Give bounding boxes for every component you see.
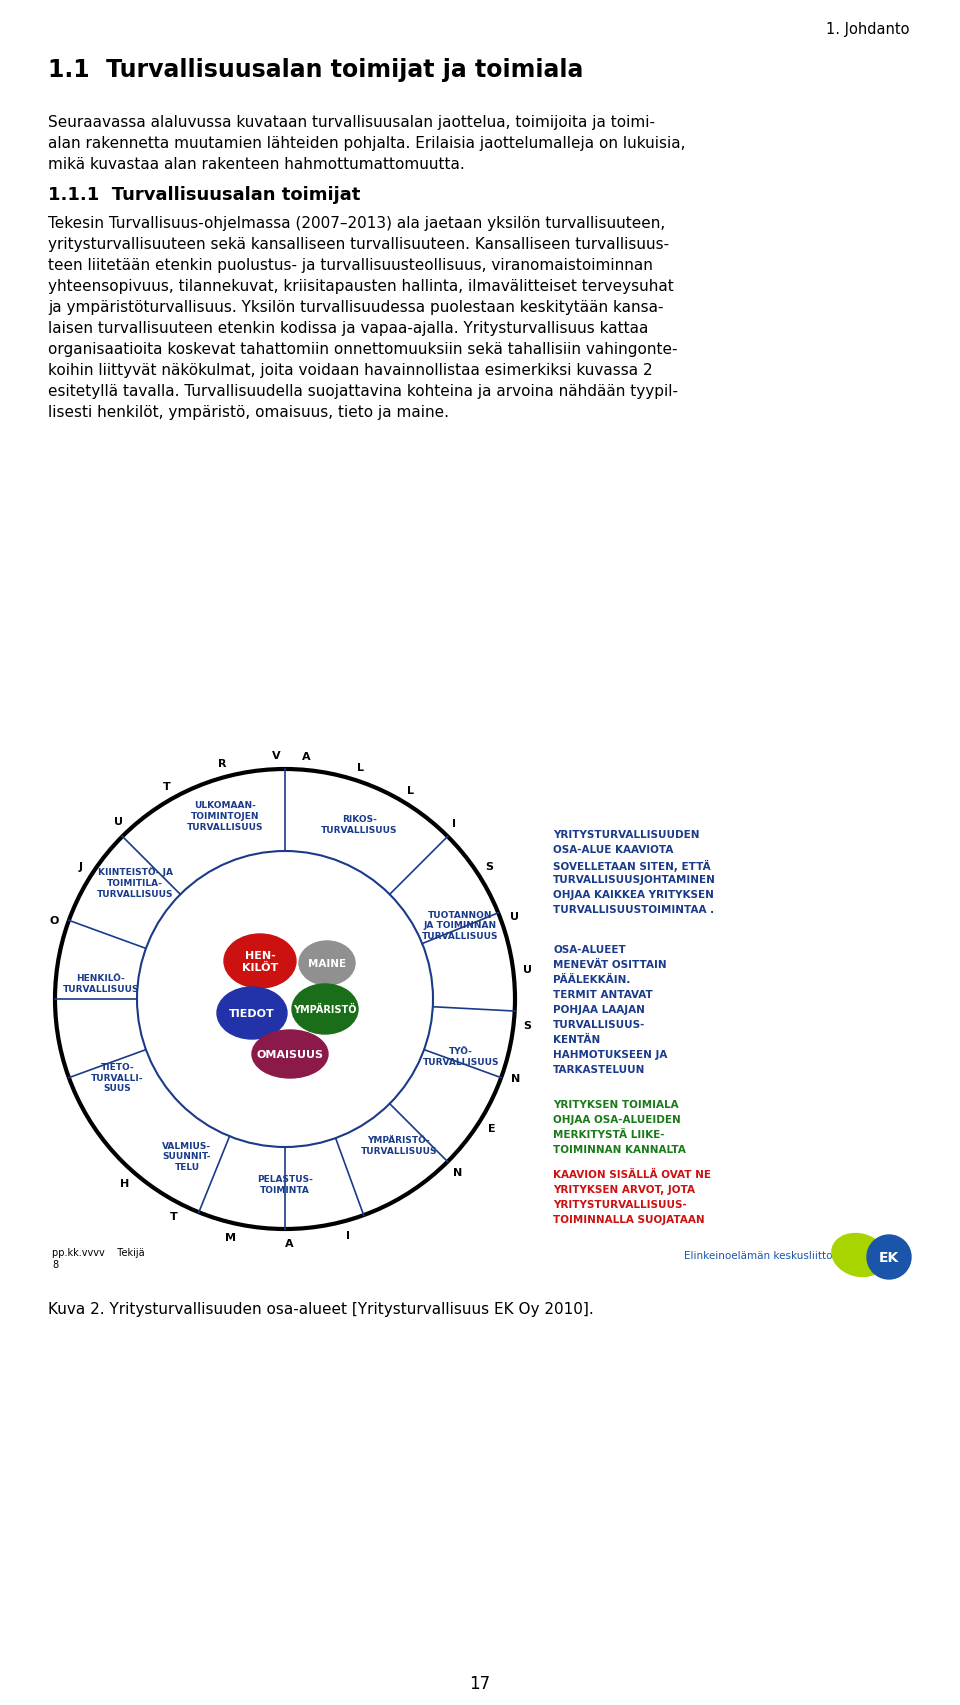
- Text: I: I: [452, 818, 457, 829]
- Text: alan rakennetta muutamien lähteiden pohjalta. Erilaisia jaottelumalleja on lukui: alan rakennetta muutamien lähteiden pohj…: [48, 136, 685, 152]
- Text: TYÖ-
TURVALLISUUS: TYÖ- TURVALLISUUS: [422, 1047, 499, 1066]
- Text: MERKITYSTÄ LIIKE-: MERKITYSTÄ LIIKE-: [553, 1129, 664, 1139]
- Text: T: T: [170, 1212, 179, 1222]
- Text: L: L: [407, 786, 414, 796]
- Text: organisaatioita koskevat tahattomiin onnettomuuksiin sekä tahallisiin vahingonte: organisaatioita koskevat tahattomiin onn…: [48, 341, 678, 356]
- Text: YMPÄRISTÖ-
TURVALLISUUS: YMPÄRISTÖ- TURVALLISUUS: [361, 1136, 437, 1154]
- Text: TIEDOT: TIEDOT: [229, 1008, 275, 1018]
- Text: 8: 8: [52, 1260, 59, 1269]
- Text: HENKILÖ-
TURVALLISUUS: HENKILÖ- TURVALLISUUS: [62, 974, 139, 994]
- Text: 1.1.1  Turvallisuusalan toimijat: 1.1.1 Turvallisuusalan toimijat: [48, 186, 360, 205]
- Text: RIKOS-
TURVALLISUUS: RIKOS- TURVALLISUUS: [321, 815, 397, 834]
- Ellipse shape: [252, 1030, 328, 1078]
- Ellipse shape: [832, 1234, 886, 1277]
- Text: OHJAA OSA-ALUEIDEN: OHJAA OSA-ALUEIDEN: [553, 1115, 681, 1124]
- Text: YRITYKSEN TOIMIALA: YRITYKSEN TOIMIALA: [553, 1100, 679, 1110]
- Text: ja ympäristöturvallisuus. Yksilön turvallisuudessa puolestaan keskitytään kansa-: ja ympäristöturvallisuus. Yksilön turval…: [48, 300, 663, 315]
- Text: TERMIT ANTAVAT: TERMIT ANTAVAT: [553, 989, 653, 999]
- Text: Kuva 2. Yritysturvallisuuden osa-alueet [Yritysturvallisuus EK Oy 2010].: Kuva 2. Yritysturvallisuuden osa-alueet …: [48, 1301, 593, 1316]
- Circle shape: [867, 1236, 911, 1279]
- Text: A: A: [302, 752, 311, 762]
- Text: TIETO-
TURVALLI-
SUUS: TIETO- TURVALLI- SUUS: [91, 1062, 144, 1093]
- Text: KENTÄN: KENTÄN: [553, 1035, 600, 1045]
- Text: MENEVÄT OSITTAIN: MENEVÄT OSITTAIN: [553, 960, 666, 970]
- Text: TURVALLISUUSTOIMINTAA .: TURVALLISUUSTOIMINTAA .: [553, 904, 714, 914]
- Text: Elinkeinoelämän keskusliitto: Elinkeinoelämän keskusliitto: [684, 1250, 833, 1260]
- Text: YRITYSTURVALLISUUS-: YRITYSTURVALLISUUS-: [553, 1199, 686, 1209]
- Text: OSA-ALUE KAAVIOTA: OSA-ALUE KAAVIOTA: [553, 844, 673, 854]
- Text: KIINTEISTÖ- JA
TOIMITILA-
TURVALLISUUS: KIINTEISTÖ- JA TOIMITILA- TURVALLISUUS: [97, 866, 174, 899]
- Text: ULKOMAAN-
TOIMINTOJEN
TURVALLISUUS: ULKOMAAN- TOIMINTOJEN TURVALLISUUS: [187, 801, 264, 832]
- Ellipse shape: [217, 987, 287, 1040]
- Text: N: N: [453, 1166, 462, 1176]
- Text: 1.1  Turvallisuusalan toimijat ja toimiala: 1.1 Turvallisuusalan toimijat ja toimial…: [48, 58, 584, 82]
- Text: 1. Johdanto: 1. Johdanto: [827, 22, 910, 38]
- Text: lisesti henkilöt, ympäristö, omaisuus, tieto ja maine.: lisesti henkilöt, ympäristö, omaisuus, t…: [48, 404, 449, 419]
- Text: PELASTUS-
TOIMINTA: PELASTUS- TOIMINTA: [257, 1175, 313, 1194]
- Text: N: N: [511, 1074, 520, 1084]
- Text: M: M: [225, 1233, 235, 1241]
- Text: OSA-ALUEET: OSA-ALUEET: [553, 945, 626, 955]
- Ellipse shape: [224, 934, 296, 989]
- Text: TURVALLISUUS-: TURVALLISUUS-: [553, 1020, 645, 1030]
- Text: MAINE: MAINE: [308, 958, 346, 968]
- Text: koihin liittyvät näkökulmat, joita voidaan havainnollistaa esimerkiksi kuvassa 2: koihin liittyvät näkökulmat, joita voida…: [48, 363, 653, 379]
- Text: U: U: [522, 965, 532, 975]
- Text: Seuraavassa alaluvussa kuvataan turvallisuusalan jaottelua, toimijoita ja toimi-: Seuraavassa alaluvussa kuvataan turvalli…: [48, 114, 655, 130]
- Text: yhteensopivuus, tilannekuvat, kriisitapausten hallinta, ilmavälitteiset terveysu: yhteensopivuus, tilannekuvat, kriisitapa…: [48, 280, 674, 293]
- Ellipse shape: [292, 984, 358, 1035]
- Text: KAAVION SISÄLLÄ OVAT NE: KAAVION SISÄLLÄ OVAT NE: [553, 1170, 711, 1180]
- Text: YRITYSTURVALLISUUDEN: YRITYSTURVALLISUUDEN: [553, 830, 700, 839]
- Ellipse shape: [299, 941, 355, 985]
- Text: L: L: [357, 762, 364, 772]
- Text: TURVALLISUUSJOHTAMINEN: TURVALLISUUSJOHTAMINEN: [553, 875, 716, 885]
- Text: O: O: [50, 916, 59, 926]
- Text: S: S: [523, 1020, 532, 1030]
- Text: T: T: [163, 781, 171, 791]
- Text: laisen turvallisuuteen etenkin kodissa ja vapaa-ajalla. Yritysturvallisuus katta: laisen turvallisuuteen etenkin kodissa j…: [48, 321, 648, 336]
- Text: TARKASTELUUN: TARKASTELUUN: [553, 1064, 645, 1074]
- Text: yritysturvallisuuteen sekä kansalliseen turvallisuuteen. Kansalliseen turvallisu: yritysturvallisuuteen sekä kansalliseen …: [48, 237, 669, 252]
- Text: HEN-
KILÖT: HEN- KILÖT: [242, 951, 278, 972]
- Text: R: R: [218, 759, 227, 769]
- Text: VALMIUS-
SUUNNIT-
TELU: VALMIUS- SUUNNIT- TELU: [162, 1141, 211, 1171]
- Circle shape: [55, 769, 515, 1229]
- Text: J: J: [79, 861, 83, 871]
- Text: TUOTANNON
JA TOIMINNAN
TURVALLISUUS: TUOTANNON JA TOIMINNAN TURVALLISUUS: [421, 910, 498, 941]
- Text: POHJAA LAAJAN: POHJAA LAAJAN: [553, 1004, 645, 1014]
- Text: S: S: [486, 861, 493, 871]
- Text: YRITYKSEN ARVOT, JOTA: YRITYKSEN ARVOT, JOTA: [553, 1185, 695, 1194]
- Text: EK: EK: [878, 1250, 900, 1265]
- Text: PÄÄLEKKÄIN.: PÄÄLEKKÄIN.: [553, 975, 631, 984]
- Text: SOVELLETAAN SITEN, ETTÄ: SOVELLETAAN SITEN, ETTÄ: [553, 859, 710, 871]
- Text: HAHMOTUKSEEN JA: HAHMOTUKSEEN JA: [553, 1049, 667, 1059]
- Text: E: E: [488, 1124, 495, 1134]
- Text: teen liitetään etenkin puolustus- ja turvallisuusteollisuus, viranomaistoiminnan: teen liitetään etenkin puolustus- ja tur…: [48, 257, 653, 273]
- Text: U: U: [510, 910, 518, 921]
- Text: V: V: [273, 750, 280, 760]
- Text: pp.kk.vvvv    Tekijä: pp.kk.vvvv Tekijä: [52, 1248, 145, 1257]
- Text: H: H: [120, 1178, 130, 1188]
- Text: TOIMINNAN KANNALTA: TOIMINNAN KANNALTA: [553, 1144, 685, 1154]
- Text: OMAISUUS: OMAISUUS: [256, 1049, 324, 1059]
- Text: YMPÄRISTÖ: YMPÄRISTÖ: [293, 1004, 357, 1014]
- Text: 17: 17: [469, 1674, 491, 1691]
- Text: U: U: [114, 817, 123, 825]
- Text: mikä kuvastaa alan rakenteen hahmottumattomuutta.: mikä kuvastaa alan rakenteen hahmottumat…: [48, 157, 465, 172]
- Text: OHJAA KAIKKEA YRITYKSEN: OHJAA KAIKKEA YRITYKSEN: [553, 890, 714, 900]
- Text: Tekesin Turvallisuus-ohjelmassa (2007–2013) ala jaetaan yksilön turvallisuuteen,: Tekesin Turvallisuus-ohjelmassa (2007–20…: [48, 217, 665, 230]
- Text: TOIMINNALLA SUOJATAAN: TOIMINNALLA SUOJATAAN: [553, 1214, 705, 1224]
- Circle shape: [137, 851, 433, 1147]
- Text: I: I: [347, 1229, 350, 1240]
- Text: esitetyllä tavalla. Turvallisuudella suojattavina kohteina ja arvoina nähdään ty: esitetyllä tavalla. Turvallisuudella suo…: [48, 384, 678, 399]
- Text: A: A: [285, 1238, 294, 1248]
